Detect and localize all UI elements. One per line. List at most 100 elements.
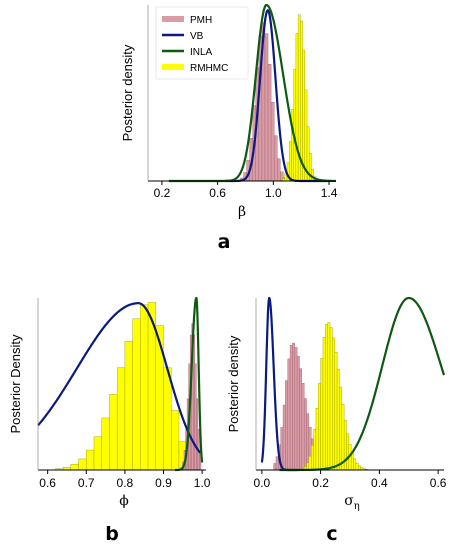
histogram-bar-pmh — [282, 404, 286, 471]
histogram-bar-rmhmc — [86, 449, 95, 471]
histogram-bar-rmhmc — [116, 367, 126, 471]
histogram-bar-pmh — [194, 363, 197, 471]
x-axis-label-c-main: σ — [344, 493, 354, 509]
histogram-bar-rmhmc — [163, 367, 172, 471]
histogram-bar-rmhmc — [155, 325, 164, 471]
y-axis-label-b: Posterior Density — [8, 334, 23, 433]
x-tick-label: 1.0 — [265, 186, 282, 200]
histogram-bar-pmh — [292, 342, 295, 471]
legend-label-rmhmc: RMHMC — [190, 63, 228, 74]
legend-label-pmh: PMH — [190, 15, 212, 26]
histogram-bar-rmhmc — [101, 417, 110, 471]
y-axis-label-a: Posterior density — [120, 44, 135, 141]
histogram-bar-rmhmc — [124, 340, 133, 471]
x-ticks-c: 0.0 0.2 0.4 0.6 — [254, 470, 447, 490]
x-tick-label: 0.7 — [78, 476, 95, 490]
histogram-bar-rmhmc — [346, 433, 350, 471]
histogram-rmhmc — [280, 14, 319, 182]
histogram-bar-rmhmc — [350, 452, 354, 471]
panel-b: 0.6 0.7 0.8 0.9 1.0 ϕ Posterior Density b — [8, 296, 211, 545]
panel-label-a: a — [218, 231, 231, 253]
histogram-bar-pmh — [264, 33, 269, 182]
histogram-bar-pmh — [299, 368, 303, 471]
plot-b-marks — [37, 296, 204, 472]
histogram-bar-pmh — [294, 347, 298, 471]
x-axis-label-c: ση — [344, 493, 360, 512]
histogram-bar-pmh — [273, 135, 278, 182]
density-curve-vb — [37, 302, 202, 454]
histogram-bar-pmh — [285, 380, 288, 471]
histogram-bar-rmhmc — [78, 458, 87, 471]
histogram-bar-rmhmc — [295, 33, 299, 182]
x-tick-label: 0.8 — [117, 476, 134, 490]
panel-c: 0.0 0.2 0.4 0.6 ση Posterior density c — [226, 296, 447, 545]
histogram-bar-pmh — [287, 358, 291, 471]
histogram-bar-rmhmc — [302, 49, 306, 182]
x-tick-label: 0.0 — [254, 476, 271, 490]
x-ticks-a: 0.2 0.6 1.0 1.4 — [154, 181, 338, 200]
histogram-bar-pmh — [301, 383, 305, 471]
histogram-bar-rmhmc — [109, 394, 118, 471]
legend: PMH VB INLA RMHMC — [155, 6, 249, 80]
legend-label-vb: VB — [190, 31, 204, 42]
panel-a: 0.2 0.6 1.0 1.4 β Posterior density a PMH V… — [120, 3, 338, 253]
histogram-bar-rmhmc — [132, 318, 141, 471]
histogram-bar-rmhmc — [336, 368, 340, 471]
histogram-bar-rmhmc — [325, 324, 328, 471]
histogram-bar-pmh — [273, 463, 277, 471]
x-tick-label: 0.4 — [371, 476, 388, 490]
x-tick-label: 0.6 — [39, 476, 56, 490]
histogram-bar-rmhmc — [355, 462, 359, 471]
histogram-bar-rmhmc — [322, 336, 326, 471]
histogram-bar-rmhmc — [140, 304, 149, 471]
histogram-bar-pmh — [303, 398, 307, 471]
histogram-bar-rmhmc — [171, 410, 180, 471]
histogram-bar-pmh — [270, 102, 275, 182]
x-tick-label: 0.6 — [430, 476, 447, 490]
histogram-bar-rmhmc — [339, 386, 342, 471]
x-tick-label: 0.2 — [312, 476, 329, 490]
histogram-bar-rmhmc — [70, 464, 79, 471]
histogram-bar-rmhmc — [318, 383, 321, 471]
panel-label-c: c — [326, 523, 337, 545]
histogram-bar-rmhmc — [311, 445, 314, 471]
histogram-bar-rmhmc — [327, 322, 331, 471]
legend-label-inla: INLA — [190, 47, 213, 58]
histogram-bar-rmhmc — [353, 458, 357, 471]
histogram-bar-rmhmc — [343, 419, 347, 471]
histogram-bar-pmh — [289, 345, 293, 471]
histogram-bar-rmhmc — [311, 168, 314, 182]
x-tick-label: 0.2 — [154, 186, 171, 200]
histogram-bar-pmh — [296, 356, 300, 471]
x-axis-label-b: ϕ — [119, 493, 129, 509]
x-axis-label-c-sub: η — [354, 501, 360, 512]
x-ticks-b: 0.6 0.7 0.8 0.9 1.0 — [39, 470, 211, 490]
histogram-bar-pmh — [267, 64, 272, 182]
histogram-bar-pmh — [196, 398, 199, 471]
histogram-rmhmc — [55, 302, 195, 471]
x-axis-label-a: β — [238, 204, 246, 220]
histogram-bar-rmhmc — [313, 429, 317, 471]
y-axis-label-c: Posterior density — [226, 335, 241, 432]
panel-label-b: b — [105, 523, 119, 545]
histogram-bar-rmhmc — [358, 465, 361, 471]
histogram-bar-pmh — [277, 158, 281, 182]
histogram-bar-rmhmc — [341, 404, 345, 471]
histogram-bar-rmhmc — [315, 408, 319, 471]
histogram-bar-rmhmc — [329, 327, 333, 471]
x-tick-label: 0.6 — [209, 186, 226, 200]
histogram-bar-rmhmc — [93, 436, 102, 471]
histogram-bar-rmhmc — [332, 337, 335, 471]
histogram-bar-rmhmc — [289, 141, 292, 182]
histogram-bar-rmhmc — [334, 352, 338, 471]
x-tick-label: 1.4 — [321, 186, 338, 200]
histogram-bar-pmh — [306, 413, 310, 471]
histogram-bar-rmhmc — [293, 69, 297, 182]
x-tick-label: 0.9 — [155, 476, 172, 490]
x-tick-label: 1.0 — [194, 476, 211, 490]
histogram-bar-rmhmc — [308, 456, 312, 471]
histogram-bar-rmhmc — [320, 358, 324, 471]
histogram-bar-pmh — [275, 456, 279, 471]
histogram-bar-pmh — [193, 334, 196, 471]
